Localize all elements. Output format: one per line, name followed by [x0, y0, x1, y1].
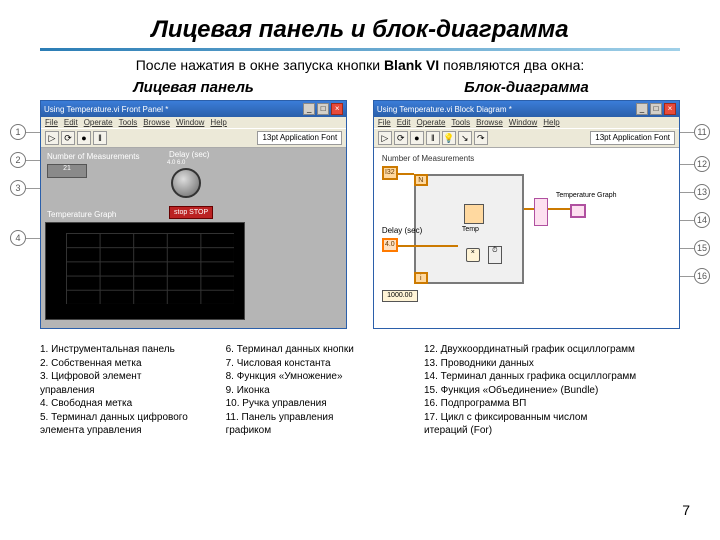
step-over-button[interactable]: ↷ [474, 131, 488, 145]
callout-2: 2 [10, 152, 26, 168]
bd-menubar[interactable]: FileEditOperateToolsBrowseWindowHelp [374, 117, 679, 128]
block-diagram-label: Блок-диаграмма [373, 79, 680, 96]
callout-15: 15 [694, 240, 710, 256]
run-button[interactable]: ▷ [45, 131, 59, 145]
graph-out-label: Temperature Graph [556, 192, 617, 199]
legend-col-3: 12. Двухкоординатный график осциллограмм… [424, 343, 680, 438]
highlight-button[interactable]: 💡 [442, 131, 456, 145]
callout-4: 4 [10, 230, 26, 246]
front-panel-label: Лицевая панель [40, 79, 347, 96]
num-meas-label: Number of Measurements [382, 154, 474, 163]
num-meas-label: Number of Measurements [47, 152, 139, 161]
bd-canvas: Number of Measurements I32 N i Temp × ⏱ … [374, 148, 679, 328]
wait-icon[interactable]: ⏱ [488, 246, 502, 264]
block-diagram-window: Using Temperature.vi Block Diagram * _ □… [373, 100, 680, 329]
front-panel-column: Лицевая панель 1 2 3 4 Using Temperature… [40, 79, 347, 329]
fp-canvas: Number of Measurements 21 Delay (sec) 4.… [41, 148, 346, 328]
bd-toolbar: ▷ ⟳ ● ‖ 💡 ↘ ↷ 13pt Application Font [374, 128, 679, 148]
subtitle: После нажатия в окне запуска кнопки Blan… [40, 57, 680, 73]
abort-button[interactable]: ● [77, 131, 91, 145]
font-selector[interactable]: 13pt Application Font [590, 131, 675, 145]
callout-3: 3 [10, 180, 26, 196]
delay-label: Delay (sec) [169, 150, 209, 159]
abort-button[interactable]: ● [410, 131, 424, 145]
page-number: 7 [682, 502, 690, 518]
run-button[interactable]: ▷ [378, 131, 392, 145]
callout-16: 16 [694, 268, 710, 284]
constant-1000[interactable]: 1000.00 [382, 290, 418, 302]
multiply-node[interactable]: × [466, 248, 480, 262]
sub-vi-icon[interactable] [464, 204, 484, 224]
pause-button[interactable]: ‖ [93, 131, 107, 145]
n-terminal[interactable]: N [414, 174, 428, 186]
stop-button[interactable]: stop STOP [169, 206, 213, 219]
step-into-button[interactable]: ↘ [458, 131, 472, 145]
fp-menubar[interactable]: FileEditOperateToolsBrowseWindowHelp [41, 117, 346, 128]
bundle-node[interactable] [534, 198, 548, 226]
callout-13: 13 [694, 184, 710, 200]
i-terminal[interactable]: i [414, 272, 428, 284]
temperature-graph[interactable] [45, 222, 245, 320]
run-cont-button[interactable]: ⟳ [394, 131, 408, 145]
temp-label: Temp [462, 226, 479, 233]
legend-col-2: 6. Терминал данных кнопки 7. Числовая ко… [226, 343, 424, 438]
callout-11: 11 [694, 124, 710, 140]
run-cont-button[interactable]: ⟳ [61, 131, 75, 145]
callout-12: 12 [694, 156, 710, 172]
maximize-button[interactable]: □ [317, 103, 329, 115]
num-meas-control[interactable]: 21 [47, 164, 87, 178]
pause-button[interactable]: ‖ [426, 131, 440, 145]
minimize-button[interactable]: _ [303, 103, 315, 115]
graph-terminal[interactable] [570, 204, 586, 218]
bd-titlebar[interactable]: Using Temperature.vi Block Diagram * _ □… [374, 101, 679, 117]
delay-label: Delay (sec) [382, 226, 422, 235]
for-loop[interactable]: N i Temp × ⏱ [414, 174, 524, 284]
close-button[interactable]: × [664, 103, 676, 115]
num-meas-terminal[interactable]: I32 [382, 166, 398, 180]
font-selector[interactable]: 13pt Application Font [257, 131, 342, 145]
callout-14: 14 [694, 212, 710, 228]
legend-col-1: 1. Инструментальная панель 2. Собственна… [40, 343, 226, 438]
divider [40, 48, 680, 51]
page-title: Лицевая панель и блок-диаграмма [40, 16, 680, 44]
fp-toolbar: ▷ ⟳ ● ‖ 13pt Application Font [41, 128, 346, 148]
delay-knob[interactable] [171, 168, 201, 198]
maximize-button[interactable]: □ [650, 103, 662, 115]
front-panel-window: Using Temperature.vi Front Panel * _ □ ×… [40, 100, 347, 329]
callout-1: 1 [10, 124, 26, 140]
close-button[interactable]: × [331, 103, 343, 115]
graph-label: Temperature Graph [47, 210, 116, 219]
legend: 1. Инструментальная панель 2. Собственна… [40, 343, 680, 438]
delay-terminal[interactable]: 4.0 [382, 238, 398, 252]
block-diagram-column: Блок-диаграмма 11 12 13 14 15 16 Using T… [373, 79, 680, 329]
minimize-button[interactable]: _ [636, 103, 648, 115]
fp-titlebar[interactable]: Using Temperature.vi Front Panel * _ □ × [41, 101, 346, 117]
